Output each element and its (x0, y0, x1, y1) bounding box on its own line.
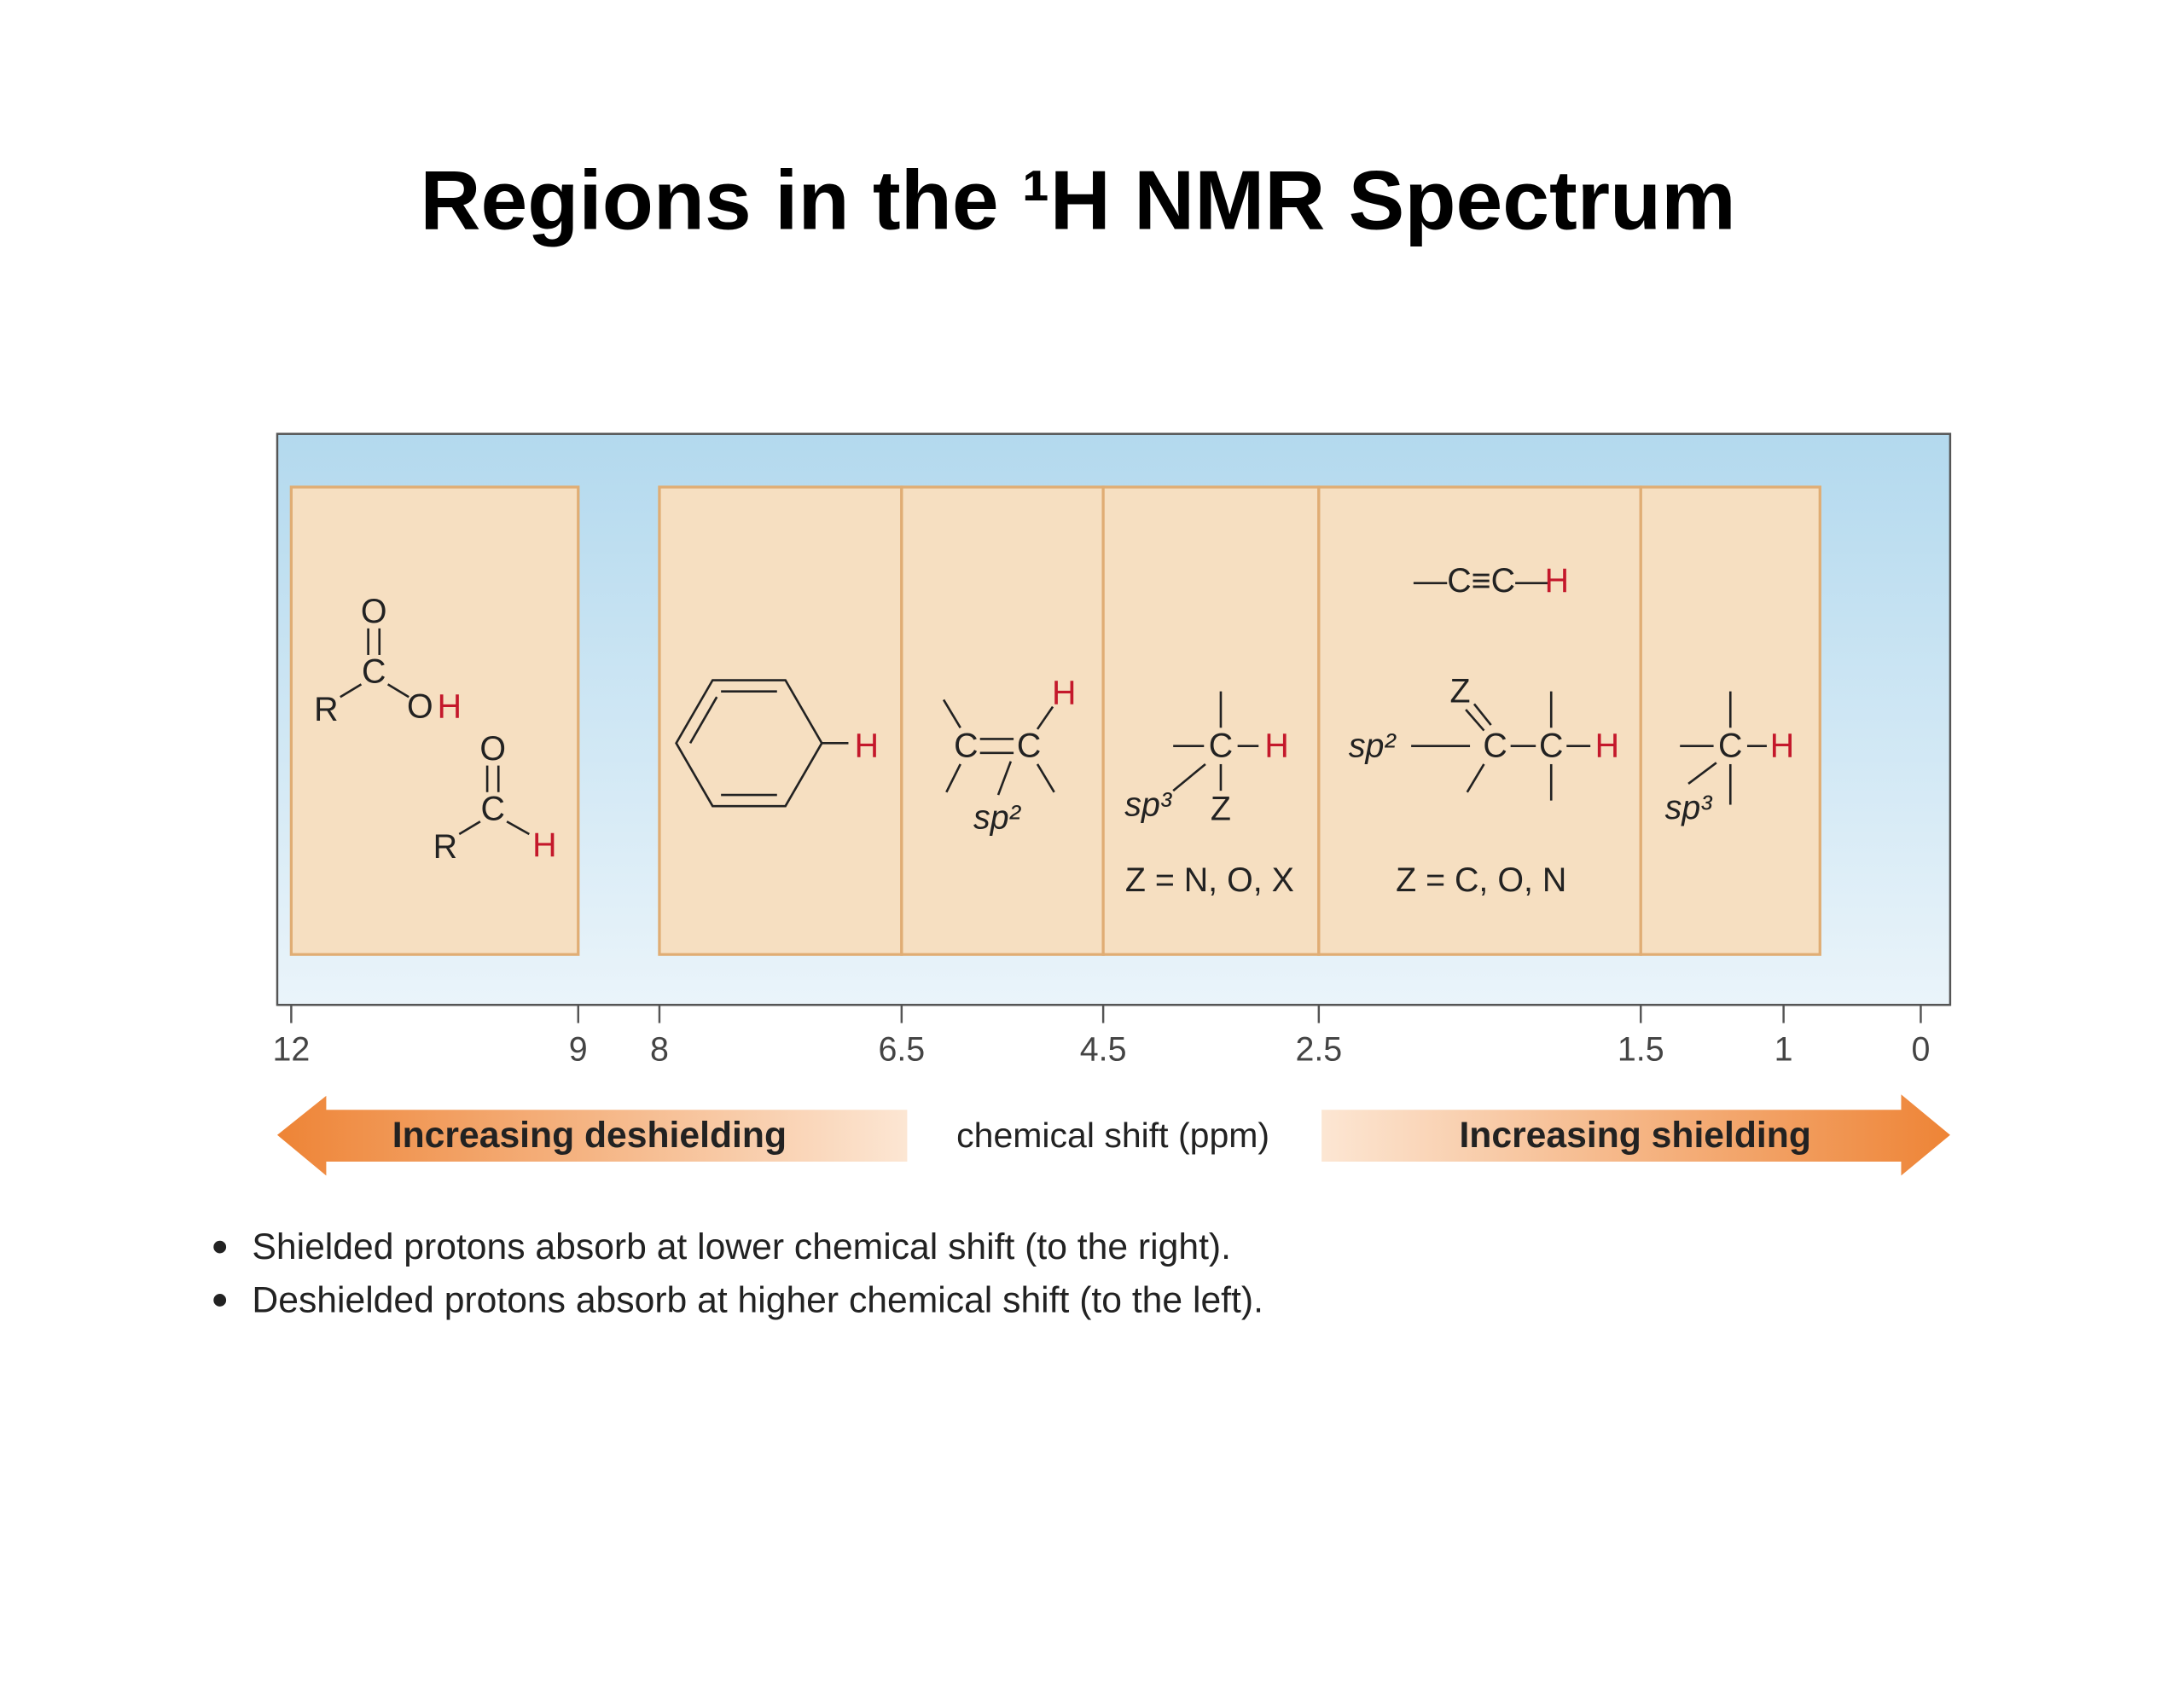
bonds (340, 628, 1767, 836)
arrow-label: Increasing deshielding (392, 1115, 787, 1156)
atom-label: C (954, 728, 978, 765)
bullet-dot (213, 1294, 227, 1307)
atom-label: H (1545, 562, 1569, 600)
tick-label: 9 (569, 1031, 588, 1069)
title: Regions in the ¹H NMR Spectrum (420, 154, 1735, 247)
atom-label: O (479, 730, 506, 768)
atom-label: H (532, 826, 556, 864)
atom-label: H (855, 728, 879, 765)
atom-label: C (1483, 728, 1507, 765)
tick-label: 6.5 (878, 1031, 925, 1069)
atom-label: C (1209, 728, 1233, 765)
tick-label: 1 (1774, 1031, 1793, 1069)
atom-label: C (480, 790, 504, 827)
atom-label: R (314, 691, 338, 728)
bullet-text: Deshielded protons absorb at higher chem… (252, 1279, 1263, 1320)
atom-label: Z = N, O, X (1125, 861, 1294, 899)
axis-label: chemical shift (ppm) (956, 1116, 1269, 1155)
atom-label: O (407, 688, 433, 726)
region-boxes (289, 485, 1821, 956)
tick-label: 8 (650, 1031, 669, 1069)
atom-label: Z (1211, 790, 1231, 827)
atom-label: sp² (1349, 728, 1397, 765)
tick-label: 12 (272, 1031, 310, 1069)
tick-label: 0 (1911, 1031, 1930, 1069)
atom-label: H (1595, 728, 1619, 765)
deshielding-arrow (276, 1095, 908, 1176)
atom-label: sp² (973, 798, 1022, 836)
bullet-text: Shielded protons absorb at lower chemica… (252, 1226, 1231, 1267)
atom-label: H (1052, 674, 1076, 711)
shielding-arrow (1321, 1094, 1950, 1176)
atom-label: C (1718, 728, 1742, 765)
atom-label: Z = C, O, N (1396, 861, 1566, 899)
atom-label: C (1539, 728, 1563, 765)
atom-label: H (1264, 728, 1288, 765)
bullet-dot (213, 1240, 227, 1254)
arrow-label: Increasing shielding (1459, 1115, 1810, 1156)
atom-label: H (438, 688, 462, 726)
atom-label: —C≡C— (1414, 562, 1549, 600)
tick-label: 2.5 (1295, 1031, 1342, 1069)
atom-label: sp³ (1124, 786, 1172, 824)
atom-label: C (1017, 728, 1041, 765)
tick-label: 1.5 (1618, 1031, 1664, 1069)
atom-label: C (362, 653, 386, 691)
atom-label: O (361, 593, 387, 630)
tick-label: 4.5 (1080, 1031, 1127, 1069)
atom-label: R (433, 828, 457, 866)
atom-label: sp³ (1665, 789, 1713, 826)
atom-label: Z (1450, 673, 1471, 710)
atom-label: H (1770, 728, 1794, 765)
